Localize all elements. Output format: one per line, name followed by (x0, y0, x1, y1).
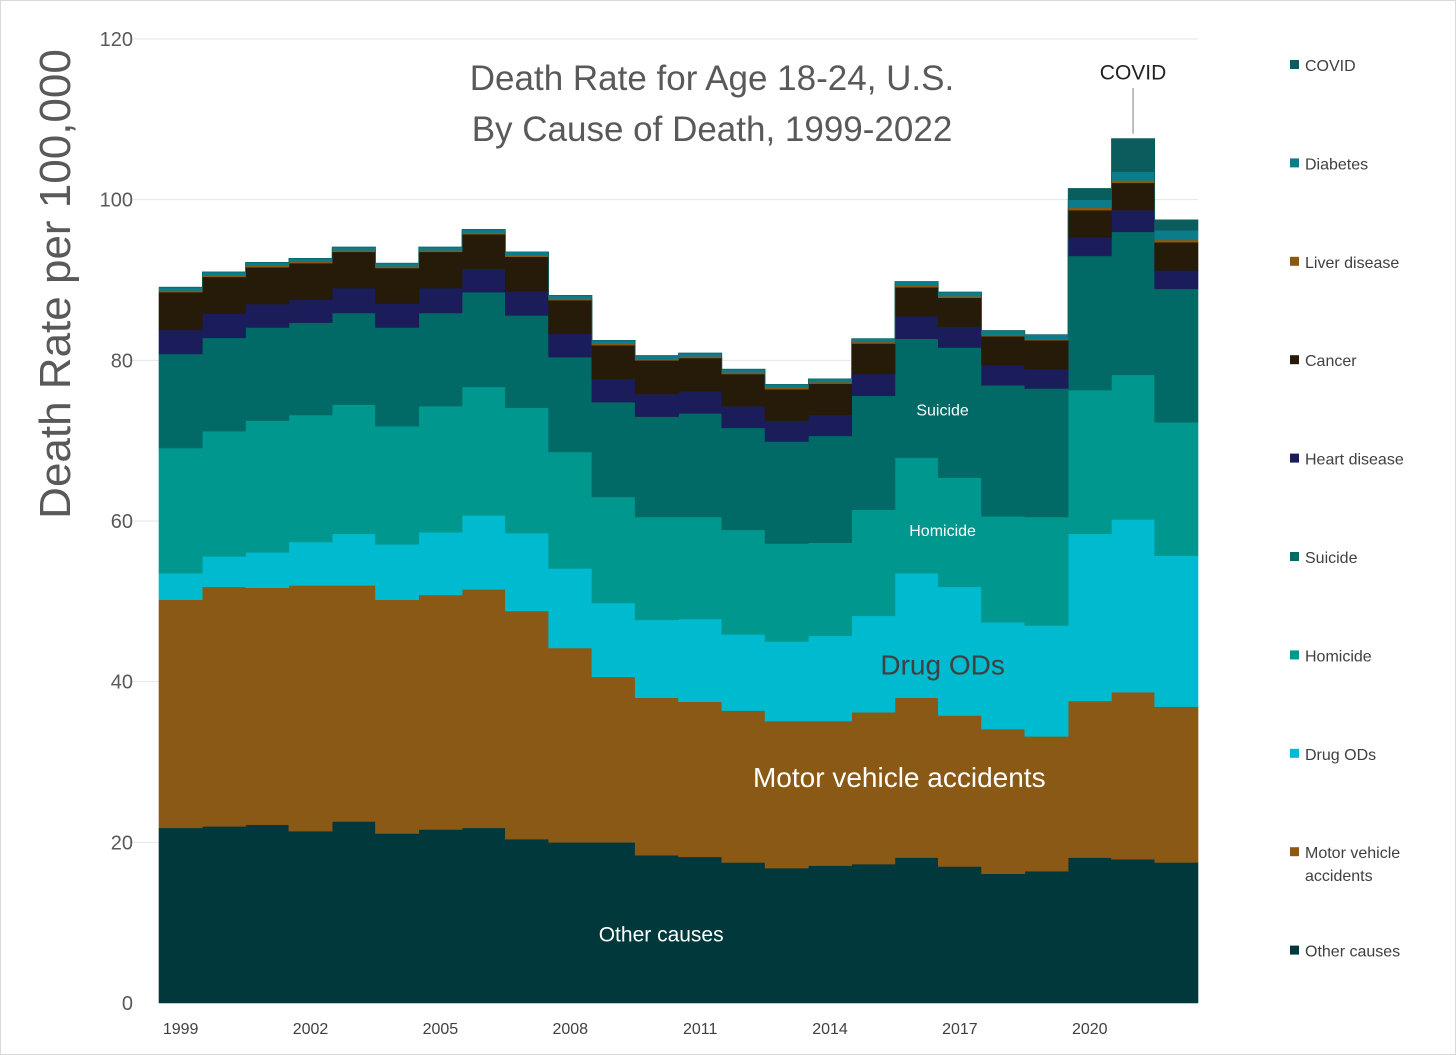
x-tick-label: 2002 (293, 1021, 329, 1038)
x-tick-label: 2011 (683, 1021, 718, 1038)
y-tick-label: 0 (122, 993, 133, 1015)
legend-label-suicide: Suicide (1305, 550, 1358, 567)
area-annotations: Other causes Motor vehicle accidents Drug … (599, 61, 1167, 946)
x-tick-label: 2020 (1072, 1021, 1108, 1038)
y-axis: 0 20 40 60 80 100 120 (100, 29, 133, 1015)
annotation-homicide: Homicide (909, 523, 976, 540)
x-tick-label: 2017 (942, 1021, 978, 1038)
annotation-drug-ods: Drug ODs (880, 650, 1004, 681)
y-axis-label: Death Rate per 100,000 (31, 49, 80, 519)
y-tick-label: 120 (100, 29, 133, 51)
legend-label-liver-disease: Liver disease (1305, 255, 1399, 272)
x-axis: 1999 2002 2005 2008 2011 2014 2017 2020 (163, 1021, 1108, 1038)
legend-label-diabetes: Diabetes (1305, 156, 1368, 173)
annotation-motor-vehicle-accidents: Motor vehicle accidents (753, 762, 1046, 793)
legend-label-cancer: Cancer (1305, 353, 1357, 370)
legend: COVID Diabetes Liver disease Cancer Heart di… (1290, 58, 1404, 961)
legend-swatch-other-causes (1290, 945, 1299, 955)
legend-label-heart-disease: Heart disease (1305, 452, 1404, 469)
x-tick-label: 2014 (812, 1021, 848, 1038)
legend-swatch-cancer (1290, 355, 1299, 365)
x-tick-label: 2005 (423, 1021, 459, 1038)
annotation-other-causes: Other causes (599, 923, 724, 946)
area-covid (159, 138, 1199, 385)
x-tick-label: 1999 (163, 1021, 199, 1038)
stacked-areas (158, 138, 1199, 1004)
y-tick-label: 80 (111, 350, 133, 372)
legend-label-drug-ods: Drug ODs (1305, 747, 1376, 764)
legend-label-homicide: Homicide (1305, 648, 1372, 665)
legend-swatch-suicide (1290, 552, 1299, 561)
chart-title-line-1: Death Rate for Age 18-24, U.S. (470, 59, 954, 98)
legend-swatch-liver-disease (1290, 256, 1299, 266)
y-tick-label: 100 (100, 190, 133, 212)
y-tick-label: 40 (111, 672, 133, 694)
legend-label-motor-vehicle-accidents: Motor vehicle accidents (1305, 845, 1400, 885)
legend-swatch-diabetes (1290, 158, 1299, 168)
annotation-suicide: Suicide (916, 403, 969, 420)
y-tick-label: 60 (111, 511, 133, 533)
legend-swatch-homicide (1290, 650, 1299, 660)
legend-label-other-causes: Other causes (1305, 944, 1400, 961)
legend-swatch-heart-disease (1290, 453, 1299, 463)
y-tick-label: 20 (111, 832, 133, 854)
x-tick-label: 2008 (552, 1021, 588, 1038)
chart-title-line-2: By Cause of Death, 1999-2022 (472, 110, 953, 149)
annotation-covid: COVID (1100, 61, 1167, 84)
legend-swatch-motor-vehicle-accidents (1290, 847, 1299, 857)
legend-label-covid: COVID (1305, 58, 1356, 75)
legend-swatch-covid (1290, 60, 1299, 69)
legend-swatch-drug-ods (1290, 748, 1299, 758)
